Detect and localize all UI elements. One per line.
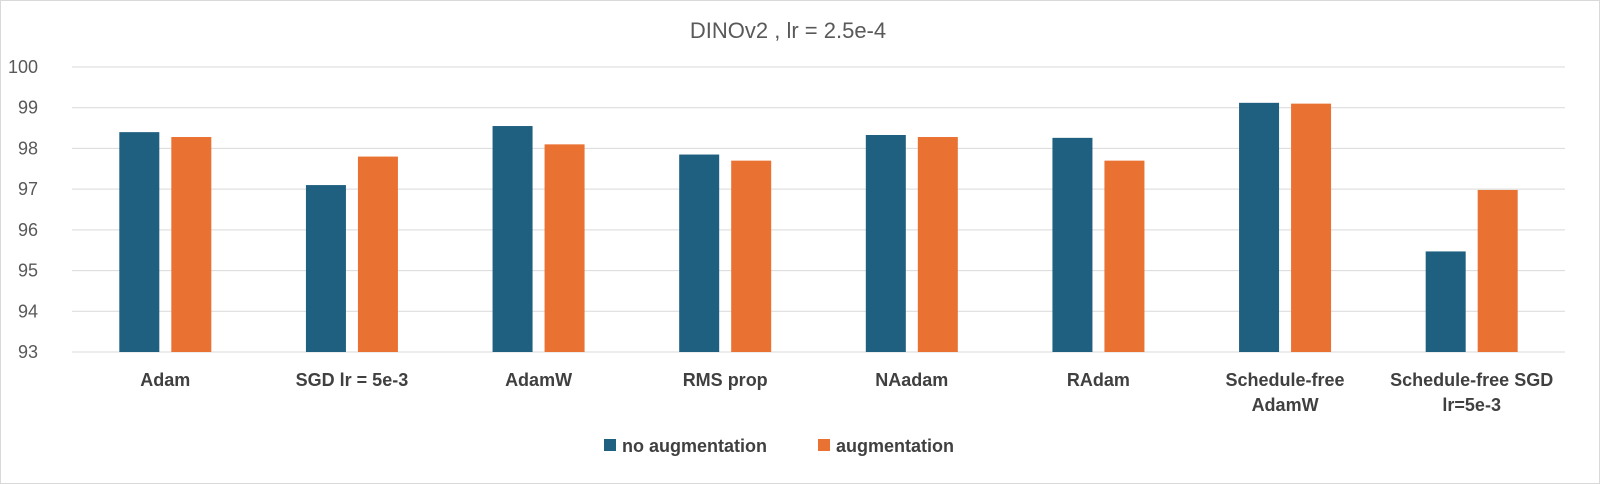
legend-swatch — [818, 439, 830, 451]
y-tick-label: 99 — [18, 98, 38, 118]
legend-swatch — [604, 439, 616, 451]
legend: no augmentation augmentation — [604, 436, 954, 456]
bar-augmentation-2 — [544, 144, 585, 352]
x-category-label: Schedule-free — [1226, 370, 1345, 390]
bar-augmentation-4 — [917, 137, 958, 352]
x-category-label: Adam — [140, 370, 190, 390]
legend-label: no augmentation — [622, 436, 767, 456]
x-category-label: AdamW — [1252, 395, 1319, 415]
bar-no-augmentation-0 — [119, 132, 160, 352]
bar-augmentation-5 — [1104, 160, 1145, 352]
y-tick-label: 95 — [18, 261, 38, 281]
bar-no-augmentation-6 — [1239, 102, 1280, 352]
gridlines — [72, 66, 1565, 353]
bars — [119, 102, 1518, 353]
y-tick-label: 98 — [18, 138, 38, 158]
y-tick-label: 96 — [18, 220, 38, 240]
bar-augmentation-0 — [171, 137, 212, 352]
bar-augmentation-7 — [1477, 189, 1518, 352]
bar-augmentation-6 — [1291, 103, 1332, 353]
x-category-label: RAdam — [1067, 370, 1130, 390]
x-category-label: AdamW — [505, 370, 572, 390]
y-axis-ticks: 93 94 95 96 97 98 99 100 — [8, 57, 38, 362]
x-category-label: SGD lr = 5e-3 — [296, 370, 409, 390]
bar-no-augmentation-3 — [679, 154, 720, 352]
y-tick-label: 100 — [8, 57, 38, 77]
bar-augmentation-3 — [731, 160, 772, 352]
bar-no-augmentation-5 — [1052, 137, 1093, 352]
bar-no-augmentation-4 — [865, 134, 906, 352]
x-category-label: NAadam — [875, 370, 948, 390]
y-tick-label: 93 — [18, 342, 38, 362]
x-category-label: lr=5e-3 — [1442, 395, 1501, 415]
x-category-label: RMS prop — [683, 370, 768, 390]
bar-no-augmentation-2 — [492, 126, 533, 353]
y-tick-label: 97 — [18, 179, 38, 199]
chart-title: DINOv2 , lr = 2.5e-4 — [690, 18, 886, 43]
bar-augmentation-1 — [357, 156, 398, 352]
y-tick-label: 94 — [18, 301, 38, 321]
bar-no-augmentation-7 — [1425, 251, 1466, 352]
bar-no-augmentation-1 — [305, 185, 346, 352]
x-axis-labels: Adam SGD lr = 5e-3 AdamW RMS prop NAadam RAda… — [140, 370, 1553, 415]
x-category-label: Schedule-free SGD — [1390, 370, 1553, 390]
legend-label: augmentation — [836, 436, 954, 456]
